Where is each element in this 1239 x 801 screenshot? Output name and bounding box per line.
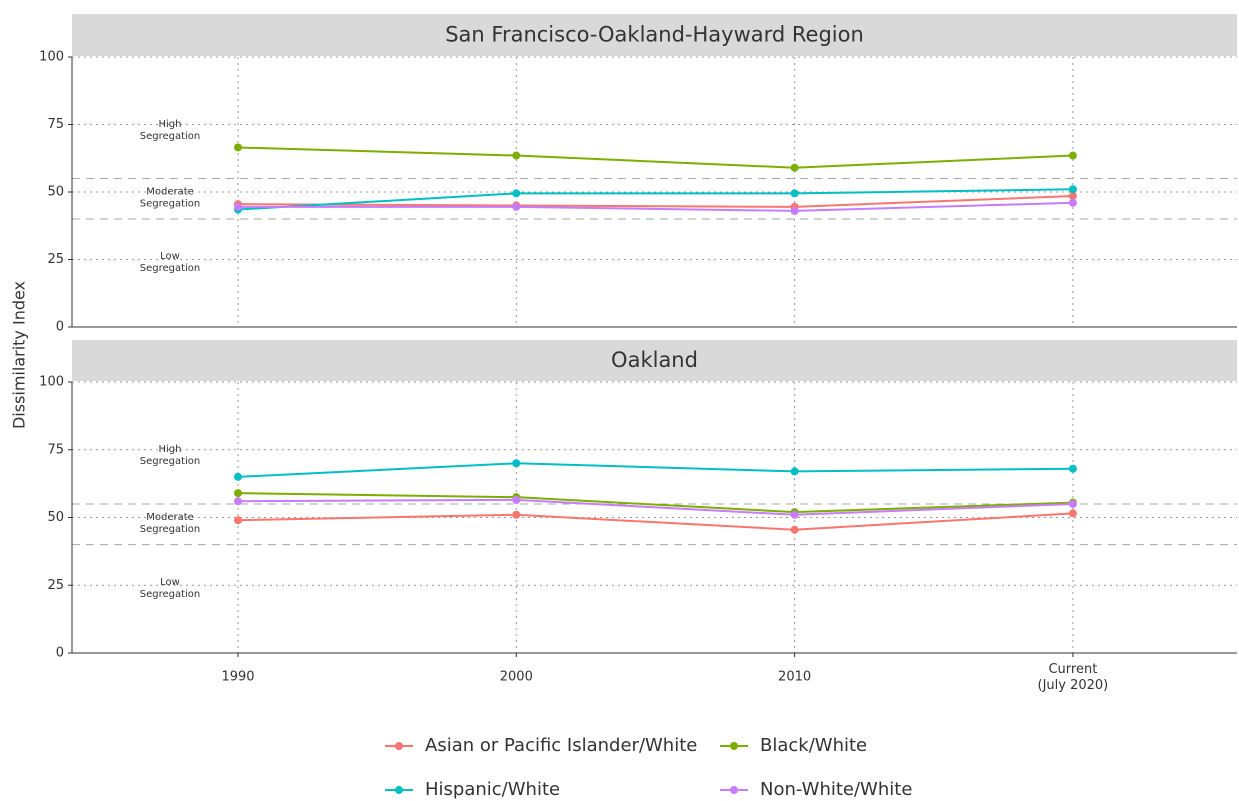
point	[790, 525, 799, 534]
y-tick-label: 100	[39, 50, 64, 65]
legend-point	[395, 742, 403, 750]
point	[234, 202, 242, 211]
x-tick-label: 2000	[500, 670, 533, 685]
legend-point	[730, 742, 738, 750]
zone-label: Low Segregation	[140, 251, 201, 274]
y-tick-label: 100	[39, 375, 64, 390]
zone-label: Moderate Segregation	[140, 186, 201, 209]
zone-label: Moderate Segregation	[140, 512, 201, 535]
point	[790, 206, 799, 215]
y-tick-label: 0	[56, 646, 64, 661]
point	[1068, 185, 1077, 194]
point	[1068, 192, 1077, 201]
legend-point	[395, 786, 403, 794]
y-tick-label: 25	[47, 578, 64, 593]
series-line	[237, 146, 1073, 169]
point	[512, 495, 521, 504]
zone-label: High Segregation	[140, 119, 201, 142]
series-line	[237, 195, 1073, 208]
y-tick-label: 75	[47, 117, 64, 132]
point	[1068, 151, 1077, 160]
panel-title: San Francisco-Oakland-Hayward Region	[445, 23, 864, 47]
legend-label: Hispanic/White	[425, 779, 560, 800]
point	[512, 189, 521, 198]
point	[1068, 464, 1077, 473]
y-tick-label: 50	[47, 185, 64, 200]
point	[790, 163, 799, 172]
strip	[72, 14, 1237, 56]
point	[790, 467, 799, 476]
legend-label: Asian or Pacific Islander/White	[425, 735, 697, 756]
zone-label: Low Segregation	[140, 577, 201, 600]
x-tick-label: 1990	[221, 670, 254, 685]
series-line	[237, 188, 1073, 211]
y-axis-title: Dissimilarity Index	[10, 281, 29, 429]
point	[512, 202, 521, 211]
zone-label: High Segregation	[140, 444, 201, 467]
y-tick-label: 0	[56, 320, 64, 335]
legend-label: Non-White/White	[760, 779, 912, 800]
x-tick-label: Current (July 2020)	[1038, 662, 1109, 693]
series-line	[238, 201, 1073, 212]
point	[234, 489, 242, 498]
series-line	[237, 492, 1073, 514]
point	[234, 516, 242, 525]
series-line	[237, 462, 1073, 478]
legend-point	[730, 786, 738, 794]
y-tick-label: 75	[47, 442, 64, 457]
panel-title: Oakland	[611, 348, 698, 372]
point	[790, 510, 799, 519]
point	[234, 143, 242, 152]
point	[1068, 509, 1077, 518]
legend-label: Black/White	[760, 735, 867, 756]
series-line	[237, 512, 1073, 531]
x-tick-label: 2010	[778, 670, 811, 685]
point	[790, 189, 799, 198]
point	[1068, 499, 1077, 508]
point	[234, 497, 242, 506]
point	[1068, 198, 1077, 207]
point	[512, 151, 521, 160]
series-line	[237, 498, 1073, 516]
y-tick-label: 25	[47, 252, 64, 267]
point	[234, 472, 242, 481]
y-tick-label: 50	[47, 510, 64, 525]
strip	[72, 340, 1237, 381]
point	[512, 510, 521, 519]
point	[512, 459, 521, 468]
